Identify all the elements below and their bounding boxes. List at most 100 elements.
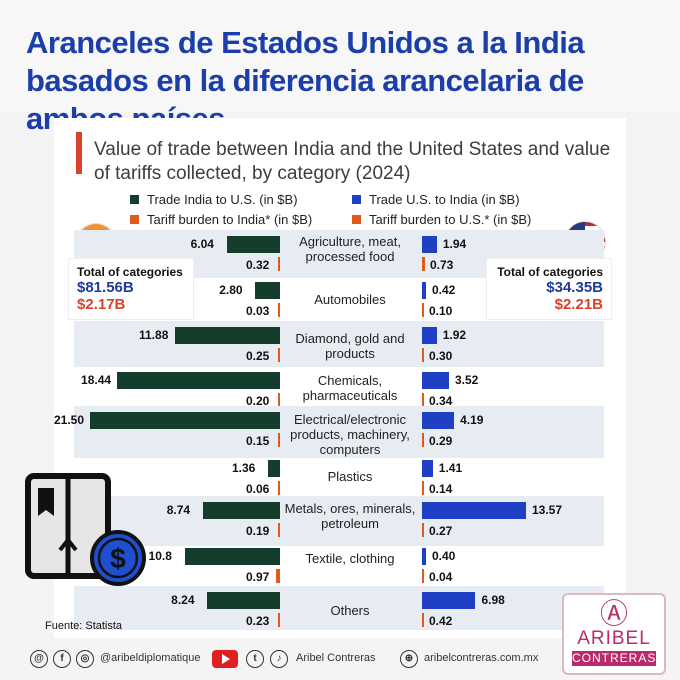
package-dollar-icon: $ [25, 473, 146, 586]
bar-tariff-us [422, 523, 424, 537]
bar-tariff-india [278, 303, 280, 317]
label-trade-india: 8.74 [166, 503, 191, 517]
bar-tariff-us [422, 569, 424, 583]
bar-trade-india [117, 372, 280, 389]
facebook-icon[interactable]: f [53, 650, 71, 668]
label-tariff-india: 0.25 [246, 349, 270, 363]
india-total-label: Total of categories [77, 265, 183, 279]
category-label: Others [330, 602, 370, 618]
bar-tariff-india [278, 433, 280, 447]
footer-site[interactable]: aribelcontreras.com.mx [424, 652, 539, 664]
bar-trade-us [422, 282, 426, 299]
label-tariff-us: 0.04 [429, 570, 453, 584]
legend-trade-india: Trade India to U.S. (in $B) [130, 192, 298, 207]
footer-handle[interactable]: @aribeldiplomatique [100, 652, 201, 664]
label-tariff-us: 0.27 [429, 524, 453, 538]
source-note: Fuente: Statista [45, 620, 123, 632]
bar-trade-india [267, 460, 280, 477]
label-tariff-us: 0.34 [429, 394, 453, 408]
bar-trade-us [422, 327, 437, 344]
logo-text-1: ARIBEL [577, 628, 651, 649]
legend-swatch [352, 215, 361, 224]
twitter-icon[interactable]: t [246, 650, 264, 668]
brand-logo: Ⓐ ARIBEL CONTRERAS [562, 593, 666, 675]
legend-trade-us: Trade U.S. to India (in $B) [352, 192, 520, 207]
bar-trade-india [175, 327, 280, 344]
legend-label: Tariff burden to India* (in $B) [147, 212, 313, 227]
globe-icon[interactable]: ⊕ [400, 650, 418, 668]
bar-tariff-us [422, 433, 424, 447]
label-tariff-india: 0.15 [246, 434, 270, 448]
category-label: Chemicals, pharmaceuticals [302, 373, 398, 403]
label-trade-india: 11.88 [139, 328, 169, 342]
us-total-tariff: $2.21B [554, 296, 603, 313]
bar-tariff-us [422, 348, 424, 362]
bar-trade-india [90, 412, 280, 429]
label-trade-us: 0.42 [432, 283, 456, 297]
bar-tariff-india [276, 569, 280, 583]
page-title: Aranceles de Estados Unidos a la India b… [26, 25, 585, 136]
legend-swatch [130, 195, 139, 204]
footer-name[interactable]: Aribel Contreras [296, 652, 376, 664]
logo-mark-icon: Ⓐ [599, 598, 628, 629]
label-trade-us: 1.92 [442, 328, 467, 342]
label-tariff-india: 0.06 [246, 482, 270, 496]
label-tariff-india: 0.32 [246, 258, 270, 272]
svg-text:$: $ [110, 543, 126, 574]
bar-trade-india [202, 502, 280, 519]
label-trade-india: 21.50 [54, 413, 85, 427]
label-tariff-us: 0.10 [429, 304, 453, 318]
bar-tariff-india [278, 393, 280, 407]
chart-title: Value of trade between India and the Uni… [94, 139, 611, 184]
legend-tariff-us: Tariff burden to U.S.* (in $B) [352, 212, 531, 227]
label-trade-us: 6.98 [481, 593, 505, 607]
bar-trade-us [422, 412, 455, 429]
label-trade-india: 10.8 [148, 549, 172, 563]
label-trade-us: 1.41 [438, 461, 463, 475]
bar-trade-us [422, 372, 449, 389]
bar-trade-us [422, 548, 426, 565]
bar-trade-us [422, 460, 433, 477]
label-tariff-us: 0.14 [429, 482, 453, 496]
label-trade-india: 18.44 [81, 373, 112, 387]
label-tariff-us: 0.29 [429, 434, 453, 448]
header [0, 0, 680, 112]
instagram-icon[interactable]: ◎ [76, 650, 94, 668]
us-total-trade: $34.35B [546, 279, 603, 296]
label-trade-india: 6.04 [190, 237, 214, 251]
category-label: Plastics [327, 468, 373, 484]
us-total-label: Total of categories [497, 265, 603, 279]
category-label: Diamond, gold and products [295, 331, 405, 361]
label-trade-india: 2.80 [219, 283, 243, 297]
threads-icon[interactable]: @ [30, 650, 48, 668]
bar-tariff-india [278, 348, 280, 362]
india-total-trade: $81.56B [77, 279, 134, 296]
row-band [74, 321, 604, 367]
label-trade-us: 4.19 [460, 413, 484, 427]
label-tariff-india: 0.19 [246, 524, 270, 538]
label-tariff-us: 0.30 [429, 349, 453, 363]
bar-trade-india [184, 548, 280, 565]
label-tariff-india: 0.23 [246, 614, 270, 628]
bar-tariff-india [278, 481, 280, 495]
category-label: Metals, ores, minerals, petroleum [284, 500, 416, 531]
logo-text-2: CONTRERAS [572, 651, 657, 666]
bar-trade-us [422, 502, 526, 519]
label-trade-india: 1.36 [231, 461, 256, 475]
india-total-box: Total of categories $81.56B $2.17B [68, 258, 194, 320]
bar-tariff-us [422, 481, 424, 495]
legend-tariff-india: Tariff burden to India* (in $B) [130, 212, 312, 227]
bar-trade-india [255, 282, 280, 299]
bar-tariff-india [278, 613, 280, 627]
category-label: Automobiles [314, 291, 386, 307]
label-tariff-us: 0.42 [429, 614, 453, 628]
label-trade-us: 0.40 [432, 549, 456, 563]
youtube-icon[interactable] [212, 650, 238, 668]
india-total-tariff: $2.17B [77, 296, 126, 313]
bar-tariff-india [278, 523, 280, 537]
legend-label: Trade India to U.S. (in $B) [147, 192, 298, 207]
category-label: Textile, clothing [305, 551, 395, 566]
legend-swatch [130, 215, 139, 224]
bar-tariff-us [422, 257, 425, 271]
tiktok-icon[interactable]: ♪ [270, 650, 288, 668]
